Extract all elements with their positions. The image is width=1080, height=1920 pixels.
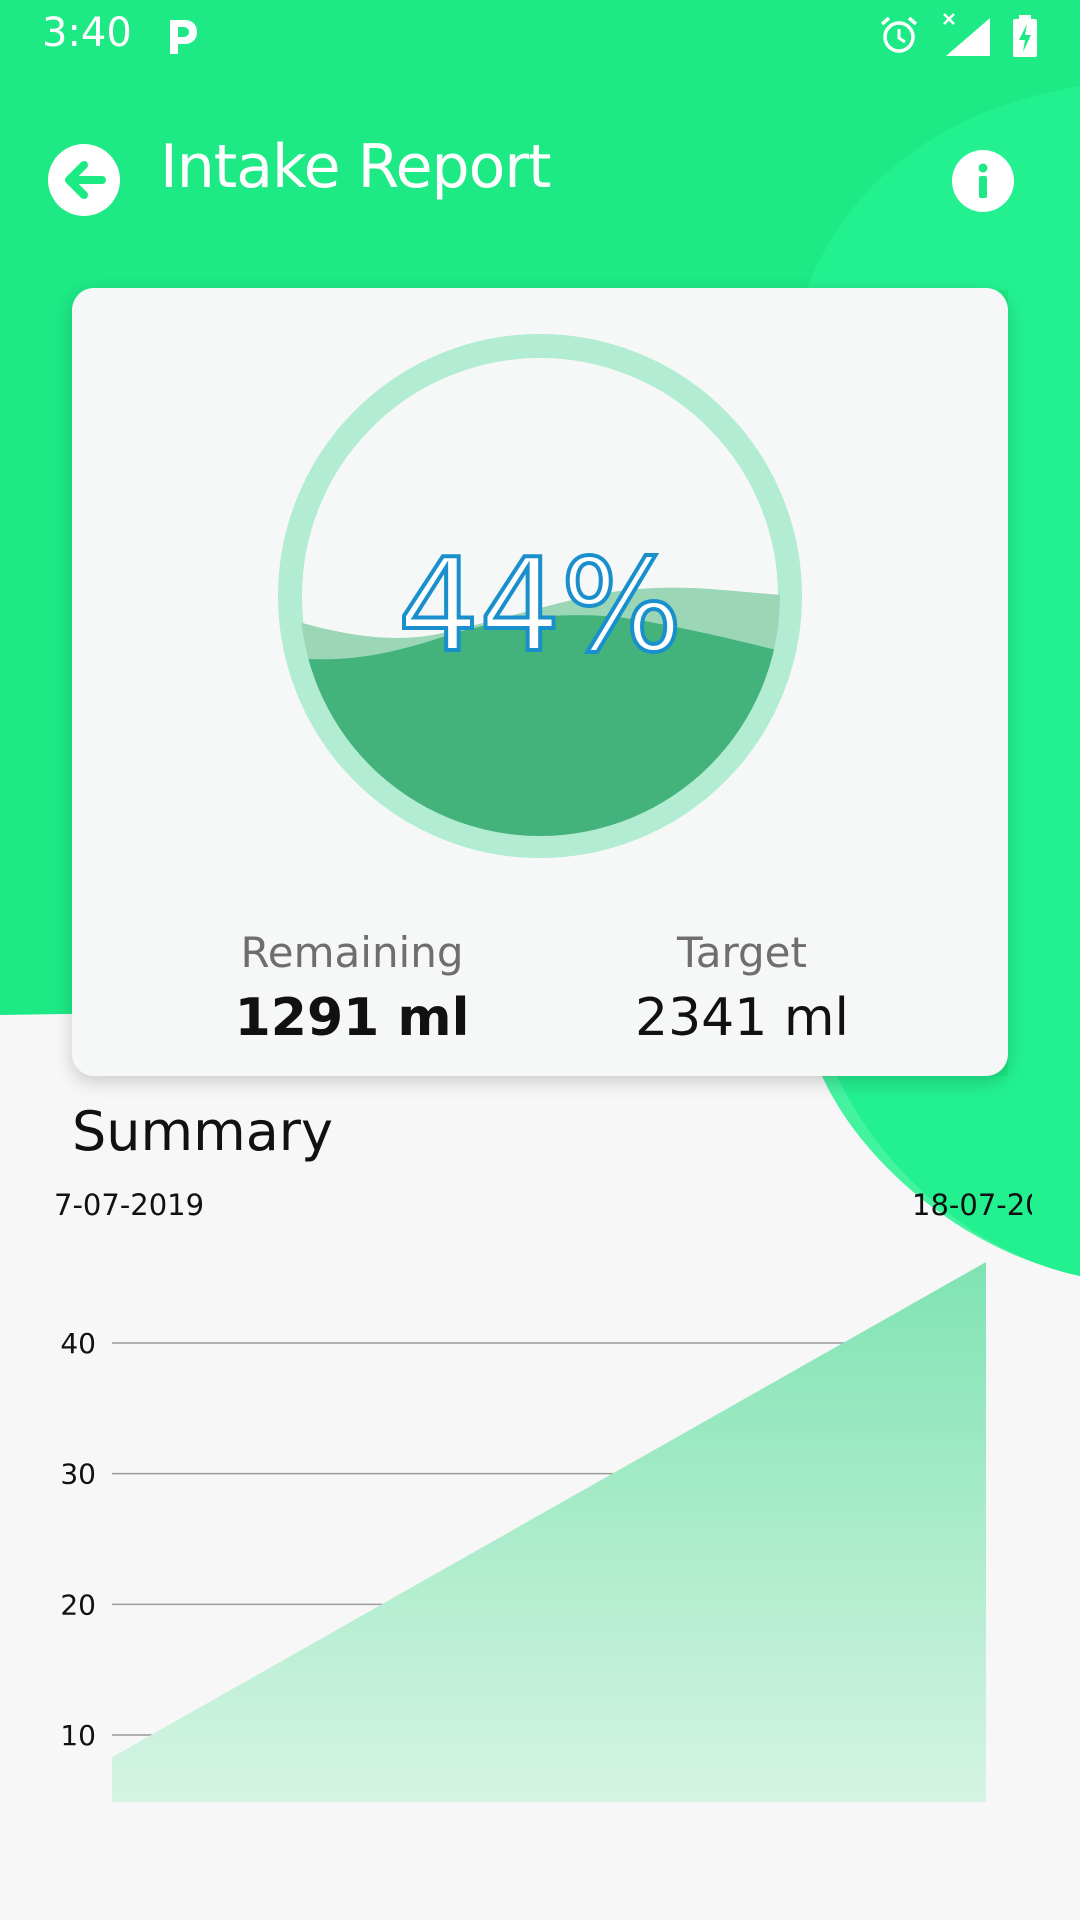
series-area bbox=[112, 1261, 986, 1802]
percent-text: 44% bbox=[398, 532, 683, 681]
status-time: 3:40 bbox=[42, 10, 132, 56]
remaining-label: Remaining bbox=[240, 928, 464, 977]
date-end-clip: 18-07-20 bbox=[900, 1188, 1032, 1228]
target-label: Target bbox=[677, 928, 807, 977]
status-bar: 3:40 bbox=[0, 0, 1080, 76]
battery-charging-icon bbox=[1013, 15, 1037, 57]
y-tick-label-30: 30 bbox=[60, 1458, 96, 1491]
intake-card: 44% Remaining 1291 ml Target 2341 ml bbox=[72, 288, 1008, 1076]
date-start: 7-07-2019 bbox=[54, 1188, 205, 1222]
date-end: 18-07-20 bbox=[912, 1188, 1032, 1222]
y-tick-label-40: 40 bbox=[60, 1327, 96, 1360]
y-tick-label-10: 10 bbox=[60, 1719, 96, 1752]
intake-gauge: 44% bbox=[278, 334, 802, 858]
info-icon bbox=[978, 163, 988, 198]
back-button[interactable] bbox=[48, 144, 120, 216]
signal-icon bbox=[943, 13, 990, 56]
summary-title: Summary bbox=[72, 1100, 333, 1163]
parking-icon bbox=[170, 20, 197, 54]
target-value: 2341 ml bbox=[635, 988, 849, 1048]
alarm-icon bbox=[880, 16, 918, 53]
info-button[interactable] bbox=[952, 150, 1014, 212]
arrow-left-icon bbox=[65, 161, 106, 199]
remaining-value: 1291 ml bbox=[234, 988, 470, 1048]
summary-chart: 10 20 30 40 bbox=[60, 1261, 986, 1802]
page-title: Intake Report bbox=[160, 132, 552, 202]
y-tick-label-20: 20 bbox=[60, 1588, 96, 1621]
